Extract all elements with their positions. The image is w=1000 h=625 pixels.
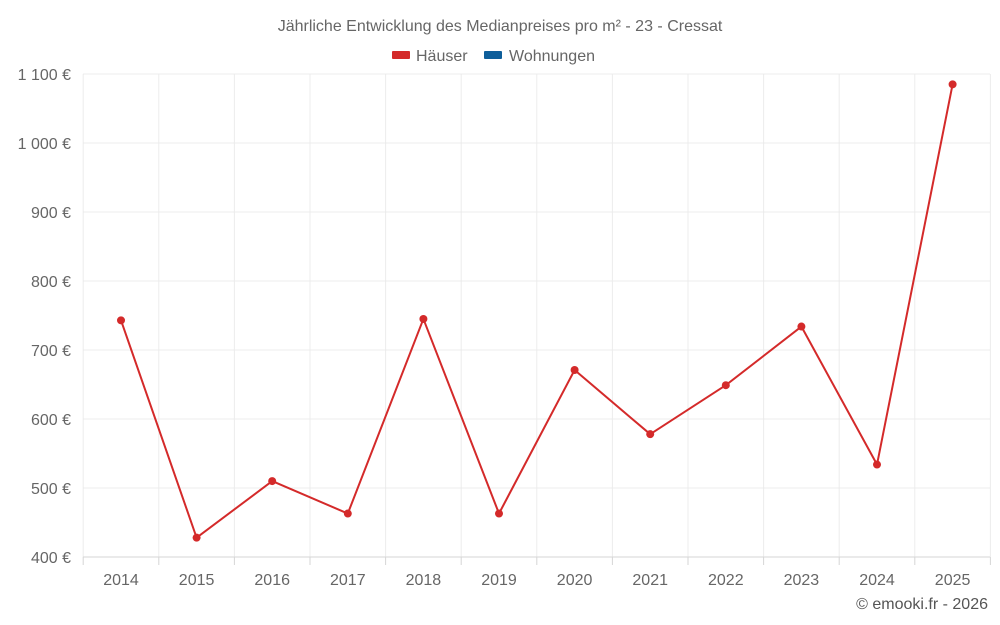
data-point[interactable] <box>570 366 579 375</box>
y-tick-label: 500 € <box>31 481 71 498</box>
data-point[interactable] <box>343 509 352 518</box>
data-point[interactable] <box>948 80 957 89</box>
data-point[interactable] <box>268 477 277 486</box>
data-point[interactable] <box>646 430 655 439</box>
legend-label-wohnungen: Wohnungen <box>509 48 595 65</box>
x-tick-label: 2024 <box>859 572 895 589</box>
legend-item-wohnungen[interactable]: Wohnungen <box>484 48 595 65</box>
legend-label-haeuser: Häuser <box>416 48 468 65</box>
data-point[interactable] <box>721 381 730 390</box>
data-point[interactable] <box>419 314 428 323</box>
data-point[interactable] <box>873 460 881 469</box>
x-tick-label: 2018 <box>406 572 442 589</box>
y-tick-label: 700 € <box>31 343 71 360</box>
x-tick-label: 2020 <box>557 572 593 589</box>
y-tick-label: 900 € <box>31 205 71 222</box>
series-layer <box>117 80 957 542</box>
data-point[interactable] <box>797 322 806 331</box>
x-tick-label: 2017 <box>330 572 366 589</box>
data-point[interactable] <box>192 533 201 542</box>
x-tick-label: 2014 <box>103 572 139 589</box>
y-tick-label: 1 100 € <box>18 67 71 84</box>
data-point[interactable] <box>117 316 125 325</box>
x-tick-label: 2019 <box>481 572 517 589</box>
x-tick-label: 2025 <box>935 572 971 589</box>
y-tick-label: 800 € <box>31 274 71 291</box>
legend-item-haeuser[interactable]: Häuser <box>392 48 468 65</box>
x-tick-label: 2015 <box>179 572 215 589</box>
y-tick-label: 600 € <box>31 412 71 429</box>
x-tick-label: 2022 <box>708 572 744 589</box>
x-gridlines <box>82 74 991 565</box>
credit-text: © emooki.fr - 2026 <box>856 596 988 613</box>
x-tick-label: 2021 <box>632 572 668 589</box>
legend-swatch-haeuser <box>392 51 410 59</box>
x-tick-label: 2016 <box>254 572 290 589</box>
y-tick-label: 400 € <box>31 550 71 567</box>
legend-swatch-wohnungen <box>484 51 502 59</box>
chart-title: Jährliche Entwicklung des Medianpreises … <box>278 18 723 35</box>
series-line-häuser <box>120 84 954 539</box>
x-axis-tick-labels: 2014 2015 2016 2017 2018 2019 2020 2021 2022 2023… <box>103 572 970 589</box>
x-tick-label: 2023 <box>784 572 820 589</box>
data-point[interactable] <box>495 509 503 518</box>
legend: Häuser Wohnungen <box>392 48 595 65</box>
y-tick-label: 1 000 € <box>18 136 71 153</box>
y-axis-tick-labels: 400 € 500 € 600 € 700 € 800 € 900 € 1 000 € 1 1… <box>18 67 71 567</box>
